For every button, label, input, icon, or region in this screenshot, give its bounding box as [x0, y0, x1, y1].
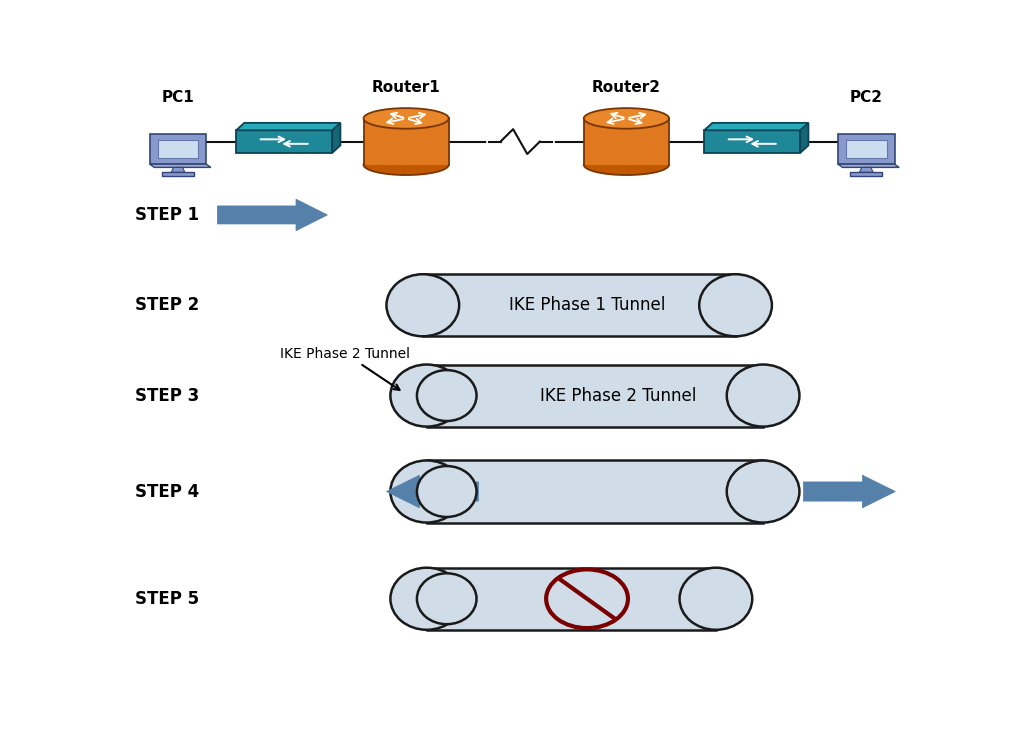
Text: IKE Phase 1 Tunnel: IKE Phase 1 Tunnel	[509, 296, 665, 314]
Polygon shape	[217, 199, 328, 231]
Polygon shape	[426, 460, 763, 523]
Ellipse shape	[391, 364, 463, 427]
Polygon shape	[704, 130, 800, 153]
Text: Router2: Router2	[592, 81, 661, 95]
Ellipse shape	[699, 274, 771, 336]
Text: Router1: Router1	[371, 81, 441, 95]
Text: PC1: PC1	[161, 90, 195, 105]
Polygon shape	[426, 364, 763, 427]
Polygon shape	[387, 475, 478, 508]
Polygon shape	[704, 123, 808, 130]
Ellipse shape	[727, 460, 800, 523]
Polygon shape	[236, 123, 340, 130]
Polygon shape	[803, 475, 895, 508]
Ellipse shape	[363, 108, 449, 129]
Polygon shape	[800, 123, 808, 153]
Polygon shape	[332, 123, 340, 153]
Ellipse shape	[417, 370, 476, 421]
Ellipse shape	[387, 274, 459, 336]
Text: STEP 1: STEP 1	[135, 206, 199, 224]
Polygon shape	[149, 164, 211, 167]
Ellipse shape	[391, 567, 463, 630]
FancyBboxPatch shape	[845, 140, 887, 158]
Polygon shape	[363, 119, 449, 165]
Text: STEP 4: STEP 4	[135, 482, 199, 501]
Ellipse shape	[391, 460, 463, 523]
Ellipse shape	[417, 466, 476, 517]
Text: IKE Phase 2 Tunnel: IKE Phase 2 Tunnel	[280, 347, 410, 390]
FancyBboxPatch shape	[838, 134, 894, 164]
FancyBboxPatch shape	[157, 140, 198, 158]
Polygon shape	[426, 567, 716, 630]
FancyBboxPatch shape	[851, 172, 882, 175]
FancyBboxPatch shape	[162, 172, 194, 175]
FancyBboxPatch shape	[149, 134, 206, 164]
Ellipse shape	[584, 155, 669, 175]
Polygon shape	[236, 130, 332, 153]
Ellipse shape	[417, 573, 476, 625]
Text: STEP 3: STEP 3	[135, 386, 199, 405]
Text: PC2: PC2	[850, 90, 883, 105]
Text: STEP 5: STEP 5	[135, 590, 199, 608]
Polygon shape	[172, 167, 185, 172]
Ellipse shape	[363, 155, 449, 175]
Polygon shape	[838, 164, 899, 167]
Polygon shape	[584, 119, 669, 165]
Text: IKE Phase 2 Tunnel: IKE Phase 2 Tunnel	[540, 386, 696, 405]
Polygon shape	[423, 274, 736, 336]
Ellipse shape	[727, 364, 800, 427]
Polygon shape	[860, 167, 873, 172]
Text: STEP 2: STEP 2	[135, 296, 199, 314]
Ellipse shape	[584, 108, 669, 129]
Ellipse shape	[680, 567, 752, 630]
